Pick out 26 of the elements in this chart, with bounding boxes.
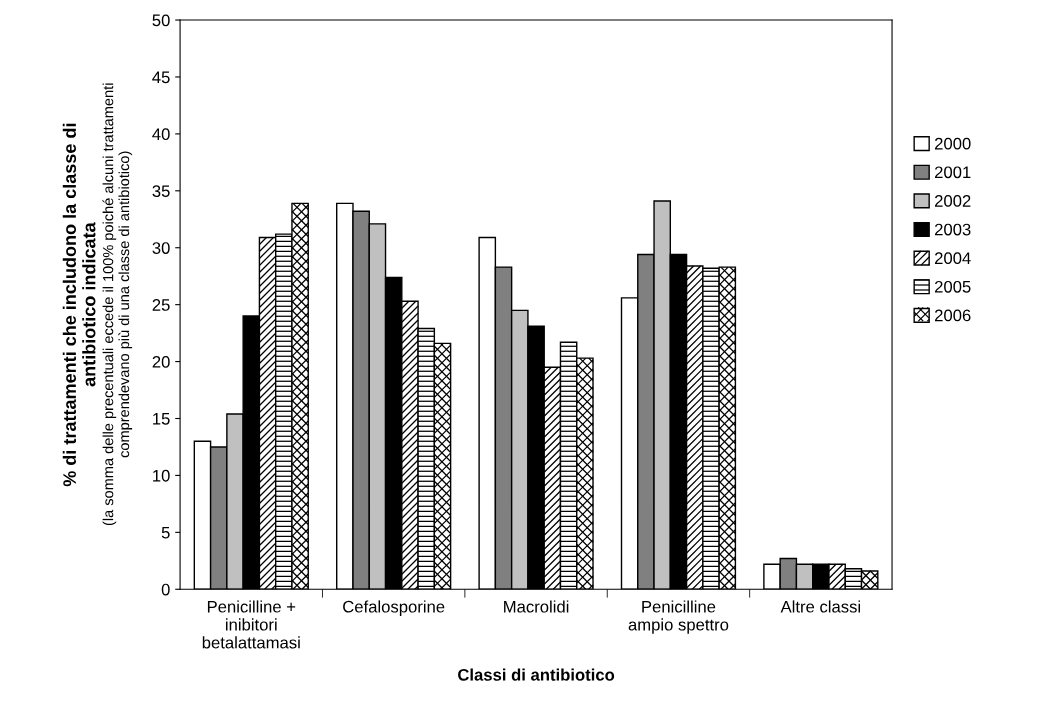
legend-label: 2006 bbox=[935, 309, 971, 322]
x-tick-label: Macrolidi bbox=[504, 600, 569, 613]
y-tick-label: 45 bbox=[152, 71, 170, 84]
y-tick-label: 10 bbox=[153, 469, 170, 482]
y-tick-label: 15 bbox=[153, 413, 170, 425]
y-axis-title: % di trattamenti che includono la classe di antibiotico indicata bbox=[62, 123, 96, 487]
y-tick-label: 5 bbox=[161, 526, 170, 539]
legend-label: 2003 bbox=[935, 223, 971, 236]
legend-label: 2001 bbox=[935, 166, 971, 179]
x-tick-label: Penicilline + inibitori betalattamasi bbox=[202, 600, 300, 649]
y-tick-label: 0 bbox=[161, 583, 170, 596]
legend-label: 2005 bbox=[935, 280, 971, 293]
y-tick-label: 30 bbox=[152, 242, 170, 254]
x-axis-title: Classi di antibiotico bbox=[458, 668, 615, 681]
x-tick-label: Penicilline ampio spettro bbox=[628, 600, 729, 634]
x-tick-label: Altre classi bbox=[780, 600, 861, 613]
y-tick-label: 50 bbox=[152, 14, 170, 27]
legend-label: 2002 bbox=[935, 195, 971, 207]
legend-label: 2000 bbox=[935, 137, 971, 150]
text: (la somma delle precentuali eccede il 100% poiché alcuni trattamenti comprendevano più di una classe di antibiotico) bbox=[102, 83, 133, 526]
legend-label: 2004 bbox=[935, 252, 971, 265]
y-tick-label: 40 bbox=[152, 128, 170, 141]
x-tick-label: Cefalosporine bbox=[343, 600, 445, 616]
y-tick-label: 20 bbox=[152, 355, 170, 368]
y-tick-label: 35 bbox=[152, 185, 170, 198]
y-tick-label: 25 bbox=[152, 299, 170, 311]
